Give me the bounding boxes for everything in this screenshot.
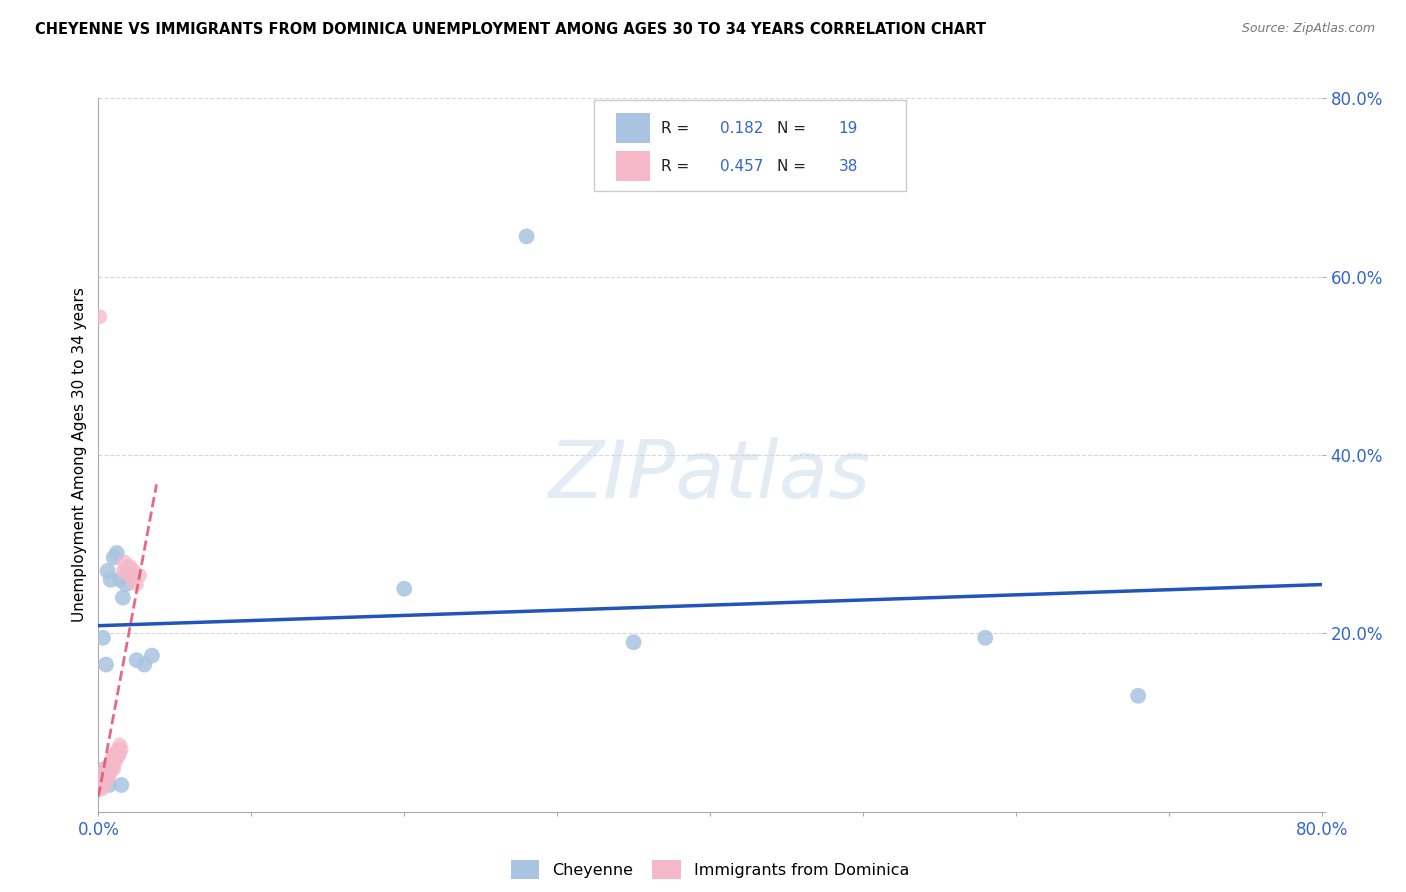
Text: 19: 19 [838,121,858,136]
Point [1128,689,1150,703]
Point [103,749,125,764]
Point [118,568,141,582]
Point [94,762,117,776]
Point [98,771,121,785]
FancyBboxPatch shape [616,152,650,181]
Point [623,635,645,649]
Point [90,782,112,797]
Point [128,568,150,582]
Text: 0.182: 0.182 [720,121,763,136]
Text: ZIPatlas: ZIPatlas [548,437,872,516]
Point [104,747,127,761]
Point [97,564,120,578]
Point [93,776,115,790]
Point [98,778,121,792]
FancyBboxPatch shape [593,100,905,191]
Point [108,747,131,761]
Point [110,742,132,756]
Point [134,657,156,672]
Point [105,546,128,560]
Point [120,559,142,574]
Point [111,564,134,578]
Text: N =: N = [778,159,811,174]
Point [101,760,124,774]
Point [91,631,114,645]
Point [108,573,131,587]
Point [100,756,122,770]
Point [122,564,145,578]
Text: 38: 38 [838,159,858,174]
Point [110,778,132,792]
Point [98,758,121,772]
Point [93,762,115,776]
FancyBboxPatch shape [616,113,650,144]
Point [94,773,117,788]
Point [103,550,125,565]
Point [89,778,111,792]
Legend: Cheyenne, Immigrants from Dominica: Cheyenne, Immigrants from Dominica [505,854,915,886]
Point [103,762,125,776]
Point [141,648,163,663]
Point [93,764,115,779]
Point [97,769,120,783]
Text: R =: R = [661,121,695,136]
Point [89,310,111,324]
Point [101,751,124,765]
Point [111,591,134,605]
Point [108,738,131,752]
Text: R =: R = [661,159,695,174]
Text: N =: N = [778,121,811,136]
Y-axis label: Unemployment Among Ages 30 to 34 years: Unemployment Among Ages 30 to 34 years [72,287,87,623]
Text: CHEYENNE VS IMMIGRANTS FROM DOMINICA UNEMPLOYMENT AMONG AGES 30 TO 34 YEARS CORR: CHEYENNE VS IMMIGRANTS FROM DOMINICA UNE… [35,22,986,37]
Point [125,653,148,667]
Point [107,742,129,756]
Point [105,744,128,758]
Point [115,564,138,578]
Point [117,559,139,574]
Point [392,582,416,596]
Point [104,756,127,770]
Point [91,769,114,783]
Point [97,760,120,774]
Point [118,568,141,582]
Point [516,229,538,244]
Point [125,577,148,591]
Point [107,749,129,764]
Text: Source: ZipAtlas.com: Source: ZipAtlas.com [1241,22,1375,36]
Point [100,764,122,779]
Point [100,573,122,587]
Point [121,573,143,587]
Text: 0.457: 0.457 [720,159,763,174]
Point [91,780,114,794]
Point [90,773,112,788]
Point [105,751,128,765]
Point [974,631,997,645]
Point [112,555,135,569]
Point [115,577,138,591]
Point [94,657,117,672]
